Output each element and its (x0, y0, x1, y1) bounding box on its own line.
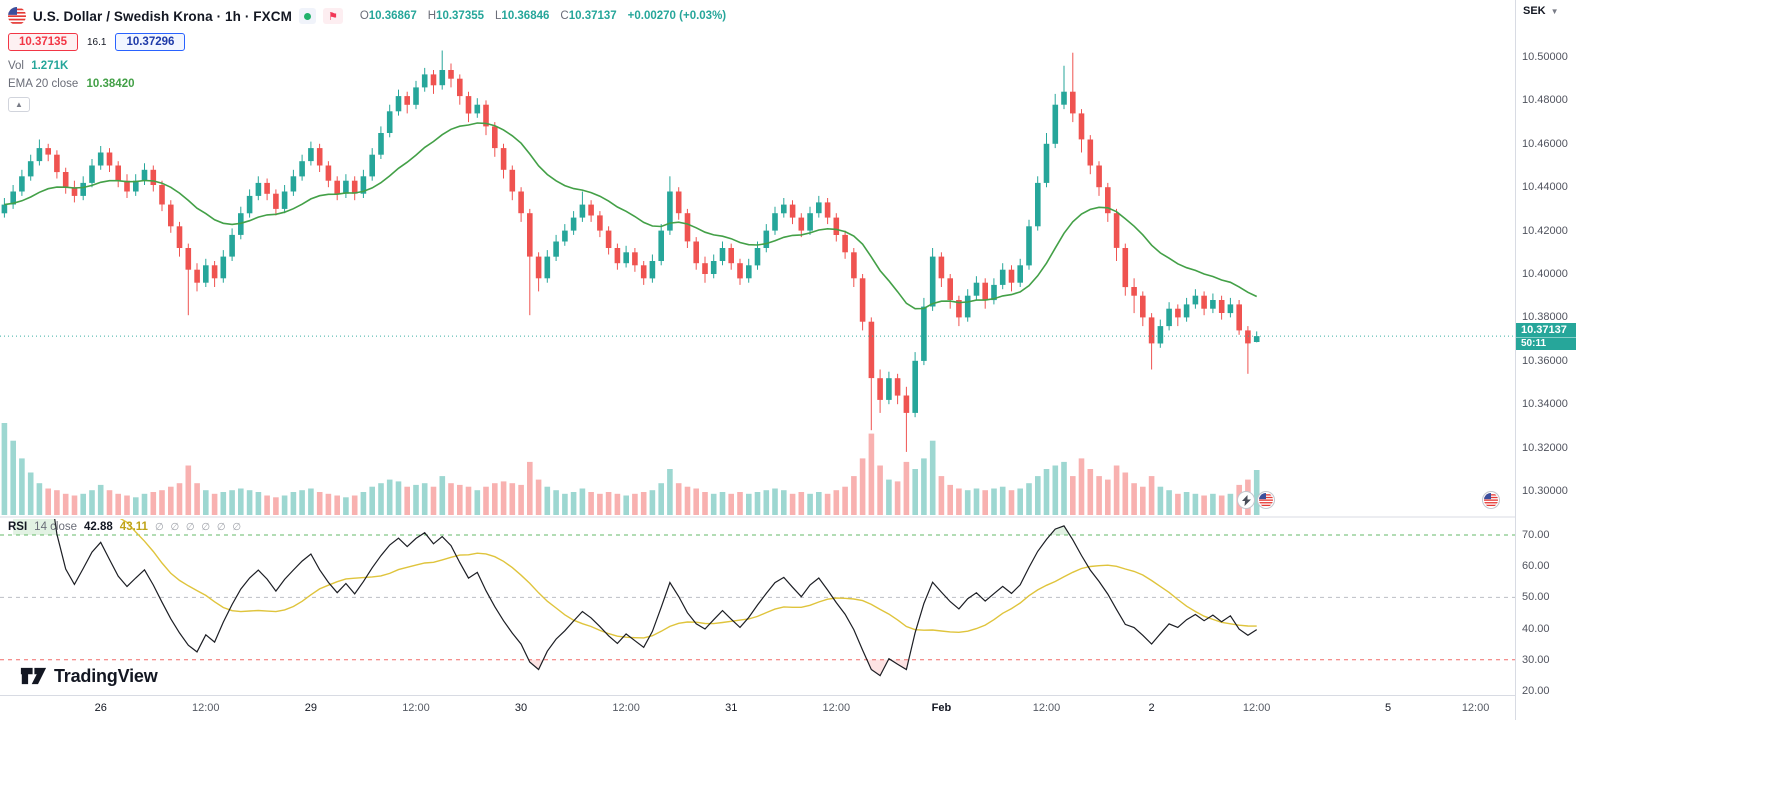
ohlc-high: H10.37355 (427, 10, 485, 22)
axis-flag-button[interactable] (1482, 491, 1500, 509)
symbol-flag-button[interactable] (1257, 491, 1275, 509)
rsi-axis-tick: 20.00 (1522, 685, 1550, 697)
price-axis-tick: 10.32000 (1522, 441, 1568, 454)
time-axis-label: 31 (725, 702, 738, 714)
flag-icon: ⚑ (327, 10, 338, 23)
ohlc-close: C10.37137 (560, 10, 617, 22)
legend-collapse-button[interactable]: ▲ (8, 97, 30, 112)
time-axis-label: 12:00 (192, 702, 220, 714)
price-axis[interactable]: SEK ▼ 10.37137 50:11 10.50000 10.48000 10.… (1515, 0, 1576, 720)
currency-label: SEK (1523, 5, 1546, 17)
price-axis-tick: 10.36000 (1522, 354, 1568, 367)
time-axis-label: 2 (1148, 702, 1155, 714)
legend-row-volume: Vol 1.271K (8, 60, 726, 72)
rsi-name[interactable]: RSI (8, 521, 28, 533)
ema-label: EMA 20 close (8, 78, 79, 90)
legend-row-trade: 10.37135 16.1 10.37296 (8, 33, 726, 51)
bar-countdown: 50:11 (1516, 337, 1576, 351)
last-price-value: 10.37137 (1516, 323, 1576, 338)
price-axis-tick: 10.42000 (1522, 224, 1568, 237)
ohlc-open: O10.36867 (359, 10, 417, 22)
rsi-axis-tick: 50.00 (1522, 591, 1550, 604)
us-flag-icon (8, 7, 26, 25)
legend-row-ema: EMA 20 close 10.38420 (8, 78, 726, 90)
price-axis-tick: 10.40000 (1522, 268, 1568, 280)
rsi-axis-tick: 30.00 (1522, 653, 1550, 666)
tradingview-mark-icon (20, 667, 47, 685)
flag-symbol-button[interactable]: ⚑ (322, 8, 343, 24)
quick-trade-buttons (1237, 491, 1275, 509)
tradingview-logo[interactable]: TradingView (20, 665, 158, 687)
time-axis-label: Feb (931, 702, 952, 714)
time-axis-label: 30 (514, 702, 528, 714)
rsi-axis-tick: 40.00 (1522, 622, 1550, 635)
market-status-chip[interactable] (298, 8, 316, 24)
time-axis-label: 5 (1384, 702, 1392, 714)
ema-value: 10.38420 (86, 78, 135, 90)
change-value: +0.00270 (+0.03%) (627, 10, 727, 22)
time-axis-label: 12:00 (402, 702, 430, 714)
volume-value: 1.271K (31, 60, 69, 72)
ohlc-low: L10.36846 (495, 10, 550, 22)
time-axis-label: 26 (94, 702, 107, 714)
chevron-up-icon: ▲ (15, 100, 23, 109)
time-axis-label: 12:00 (1461, 702, 1490, 714)
rsi-params: 14 close (34, 521, 78, 533)
volume-label: Vol (8, 60, 24, 72)
time-axis-label: 12:00 (822, 702, 851, 714)
spread-value: 16.1 (86, 36, 107, 48)
rsi-value: 42.88 (84, 521, 113, 533)
rsi-ma-value: 43.11 (119, 521, 148, 533)
instant-order-button[interactable] (1237, 491, 1255, 509)
rsi-empty-values: ∅ ∅ ∅ ∅ ∅ ∅ (154, 521, 244, 533)
chart-pane[interactable]: U.S. Dollar / Swedish Krona · 1h · FXCM … (0, 0, 1515, 695)
us-flag-icon (1259, 493, 1273, 507)
chevron-down-icon: ▼ (1550, 6, 1559, 16)
time-axis-label: 12:00 (1242, 702, 1271, 714)
rsi-legend: RSI 14 close 42.88 43.11 ∅ ∅ ∅ ∅ ∅ ∅ (8, 521, 243, 533)
price-axis-tick: 10.34000 (1522, 398, 1568, 411)
rsi-axis-tick: 70.00 (1522, 529, 1550, 541)
price-axis-tick: 10.46000 (1522, 137, 1568, 150)
symbol-title[interactable]: U.S. Dollar / Swedish Krona · 1h · FXCM (33, 8, 292, 24)
last-price-badge[interactable]: 10.37137 50:11 (1516, 323, 1576, 351)
price-axis-tick: 10.50000 (1522, 51, 1568, 63)
legend-row-symbol: U.S. Dollar / Swedish Krona · 1h · FXCM … (8, 7, 726, 25)
ohlc-readout: O10.36867 H10.37355 L10.36846 C10.37137 … (360, 10, 726, 22)
time-axis[interactable]: 26 12:00 29 12:00 30 12:00 31 12:00 Feb 12:00 2 12:… (0, 695, 1515, 721)
currency-selector[interactable]: SEK ▼ (1523, 5, 1559, 17)
tradingview-logo-text: TradingView (54, 665, 158, 686)
lightning-icon (1241, 494, 1251, 506)
sell-button[interactable]: 10.37135 (8, 33, 78, 51)
buy-button[interactable]: 10.37296 (115, 33, 186, 51)
symbol-legend: U.S. Dollar / Swedish Krona · 1h · FXCM … (8, 7, 726, 112)
us-flag-icon (1484, 493, 1498, 507)
time-axis-label: 12:00 (1032, 702, 1061, 714)
price-axis-tick: 10.38000 (1522, 311, 1568, 324)
time-axis-label: 12:00 (612, 702, 640, 714)
market-open-dot-icon (303, 12, 311, 20)
time-axis-label: 29 (304, 702, 317, 714)
rsi-axis-tick: 60.00 (1522, 560, 1550, 573)
price-axis-tick: 10.44000 (1522, 181, 1568, 194)
price-axis-tick: 10.30000 (1522, 485, 1568, 497)
price-axis-tick: 10.48000 (1522, 94, 1568, 107)
